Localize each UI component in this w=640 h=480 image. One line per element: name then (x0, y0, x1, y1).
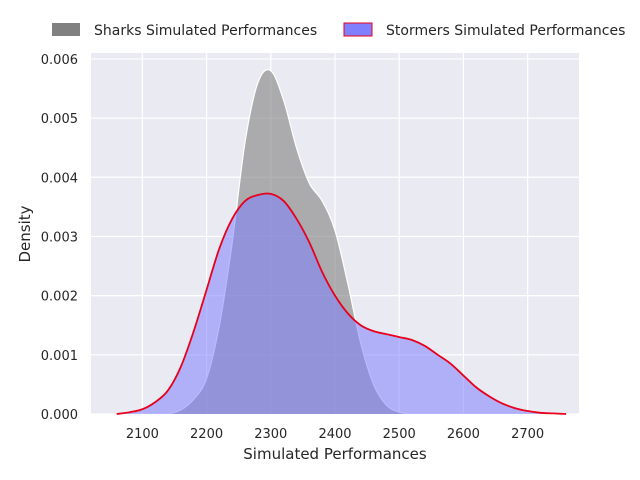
y-tick-label: 0.001 (41, 349, 78, 364)
x-tick-label: 2600 (447, 427, 480, 442)
y-tick-label: 0.003 (41, 230, 78, 245)
legend: Sharks Simulated Performances Stormers S… (52, 22, 625, 39)
legend-swatch-sharks (52, 23, 80, 36)
legend-label-sharks: Sharks Simulated Performances (94, 23, 317, 39)
y-tick-label: 0.005 (41, 112, 78, 127)
y-tick-label: 0.006 (41, 53, 78, 68)
x-tick-label: 2500 (383, 427, 416, 442)
legend-swatch-stormers (343, 22, 373, 37)
y-tick-label: 0.000 (41, 408, 78, 423)
y-tick-label: 0.004 (41, 171, 78, 186)
x-tick-labels: 2100 2200 2300 2400 2500 2600 2700 (126, 427, 544, 442)
density-line-stormers (116, 192, 567, 415)
y-tick-label: 0.002 (41, 290, 78, 305)
x-tick-label: 2400 (318, 427, 351, 442)
x-tick-label: 2200 (190, 427, 223, 442)
y-axis-label: Density (16, 205, 34, 262)
x-tick-label: 2100 (126, 427, 159, 442)
series-layer (116, 69, 567, 415)
x-tick-label: 2700 (511, 427, 544, 442)
y-tick-labels: 0.000 0.001 0.002 0.003 0.004 0.005 0.006 (41, 53, 78, 423)
x-tick-label: 2300 (254, 427, 287, 442)
legend-label-stormers: Stormers Simulated Performances (386, 23, 625, 39)
density-area-stormers (116, 193, 567, 414)
x-axis-label: Simulated Performances (243, 445, 427, 463)
